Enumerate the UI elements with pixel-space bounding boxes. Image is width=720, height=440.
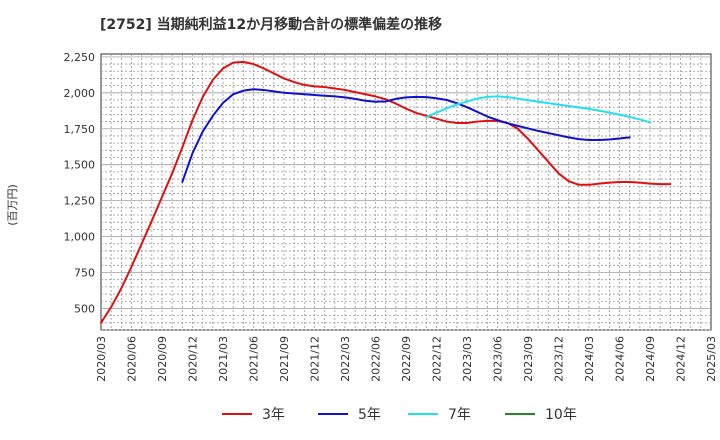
- y-axis-label: (百万円): [6, 184, 19, 226]
- grid-layer: [100, 53, 712, 331]
- series-line-5年: [181, 88, 631, 183]
- x-tick-label: 2022/12: [431, 336, 444, 382]
- x-tick-label: 2023/12: [553, 336, 566, 382]
- x-tick-label: 2022/03: [339, 336, 352, 382]
- y-tick-label: 1,750: [64, 123, 96, 136]
- y-tick-label: 2,000: [64, 87, 96, 100]
- x-tick-label: 2024/06: [614, 336, 627, 382]
- x-tick-label: 2023/06: [492, 336, 505, 382]
- x-tick-label: 2020/09: [156, 336, 169, 382]
- legend: 3年 5年 7年 10年: [222, 407, 577, 423]
- y-tick-label: 1,250: [64, 195, 96, 208]
- x-axis-ticks: 2020/03 2020/06 2020/09 2020/12 2021/03 2021/…: [95, 336, 718, 382]
- x-tick-label: 2023/03: [461, 336, 474, 382]
- x-tick-label: 2021/06: [248, 336, 261, 382]
- x-tick-label: 2024/09: [644, 336, 657, 382]
- x-tick-label: 2023/09: [522, 336, 535, 382]
- x-tick-label: 2021/09: [278, 336, 291, 382]
- series-line-3年: [100, 60, 672, 324]
- x-tick-label: 2022/09: [400, 336, 413, 382]
- legend-label-5年: 5年: [358, 407, 381, 423]
- x-tick-label: 2022/06: [370, 336, 383, 382]
- x-tick-label: 2025/03: [705, 336, 718, 382]
- y-tick-label: 500: [74, 302, 95, 315]
- x-tick-label: 2024/03: [583, 336, 596, 382]
- legend-label-10年: 10年: [545, 407, 577, 423]
- legend-label-3年: 3年: [262, 407, 285, 423]
- x-tick-label: 2020/06: [126, 336, 139, 382]
- series-layer: [100, 60, 672, 324]
- chart-title: [2752] 当期純利益12か月移動合計の標準偏差の推移: [100, 17, 443, 33]
- x-tick-label: 2020/12: [187, 336, 200, 382]
- y-tick-label: 1,000: [64, 231, 96, 244]
- y-tick-label: 750: [74, 267, 95, 280]
- y-tick-label: 1,500: [64, 159, 96, 172]
- x-tick-label: 2021/03: [217, 336, 230, 382]
- y-tick-label: 2,250: [64, 51, 96, 64]
- legend-label-7年: 7年: [448, 407, 471, 423]
- x-tick-label: 2024/12: [675, 336, 688, 382]
- x-tick-label: 2021/12: [309, 336, 322, 382]
- series-line-7年: [425, 95, 651, 124]
- y-axis-ticks: 500 750 1,000 1,250 1,500 1,750 2,000 2,250: [64, 51, 96, 316]
- x-tick-label: 2020/03: [95, 336, 108, 382]
